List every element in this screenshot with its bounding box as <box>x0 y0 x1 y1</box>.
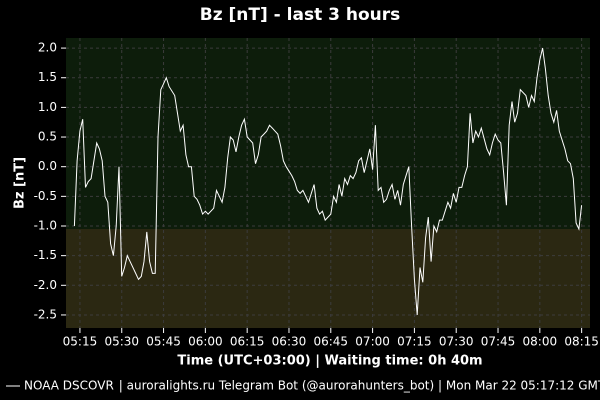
source-note: | auroralights.ru Telegram Bot (@aurorah… <box>119 379 600 393</box>
chart-title: Bz [nT] - last 3 hours <box>200 5 401 25</box>
x-tick-label: 07:00 <box>355 335 390 349</box>
y-tick-label: -1.0 <box>34 218 57 232</box>
x-tick-label: 05:15 <box>63 335 98 349</box>
y-tick-label: 0.5 <box>38 130 57 144</box>
x-tick-label: 06:15 <box>230 335 265 349</box>
y-tick-label: 1.0 <box>38 100 57 114</box>
y-tick-label: -0.5 <box>34 189 57 203</box>
x-tick-label: 05:30 <box>104 335 139 349</box>
data-line <box>73 47 583 316</box>
y-tick-label: 1.5 <box>38 70 57 84</box>
zone-above <box>66 38 590 229</box>
x-tick-label: 07:45 <box>481 335 516 349</box>
x-axis-label: Time (UTC+03:00) | Waiting time: 0h 40m <box>177 354 482 369</box>
y-tick-label: -2.0 <box>34 278 57 292</box>
legend-label: NOAA DSCOVR <box>24 379 114 393</box>
y-tick-label: -1.5 <box>34 248 57 262</box>
x-tick-label: 06:30 <box>272 335 307 349</box>
y-axis-label: Bz [nT] <box>13 157 28 209</box>
x-tick-label: 08:15 <box>564 335 599 349</box>
x-tick-label: 07:15 <box>397 335 432 349</box>
y-tick-label: 0.0 <box>38 159 57 173</box>
x-tick-label: 05:45 <box>146 335 181 349</box>
y-tick-label: -2.5 <box>34 307 57 321</box>
x-tick-label: 06:45 <box>313 335 348 349</box>
x-tick-label: 07:30 <box>439 335 474 349</box>
x-tick-label: 08:00 <box>523 335 558 349</box>
zone-below <box>66 228 590 328</box>
y-tick-label: 2.0 <box>38 41 57 55</box>
x-tick-label: 06:00 <box>188 335 223 349</box>
